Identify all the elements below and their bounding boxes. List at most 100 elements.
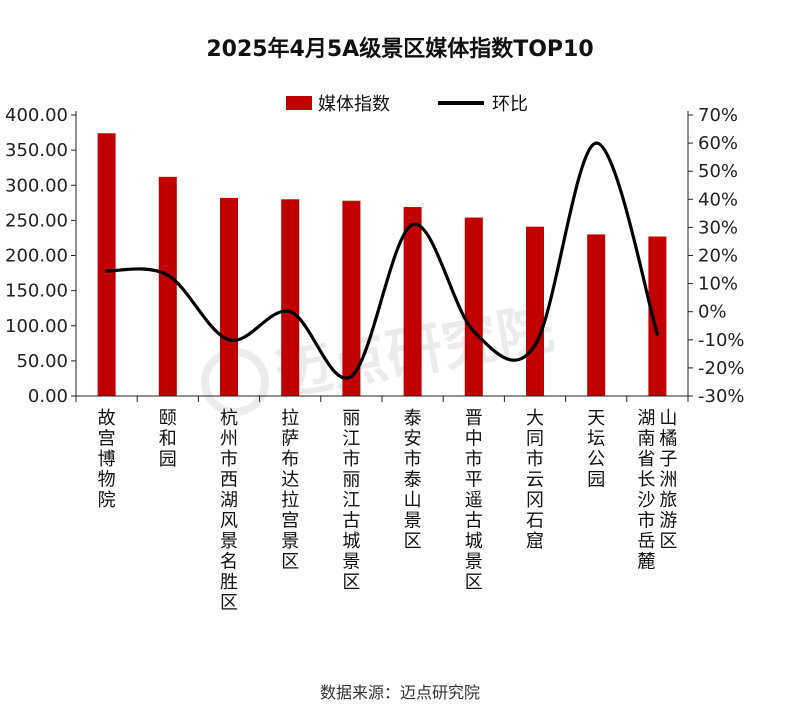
line-point-7: [472, 329, 476, 333]
category-label-char: 坛: [587, 429, 605, 450]
bar-7: [464, 217, 483, 396]
category-label-char: 冈: [526, 490, 544, 511]
right-tick-label: 0%: [698, 302, 727, 323]
left-tick-label: 250.00: [5, 210, 68, 231]
category-label-char: 省: [637, 449, 655, 470]
category-label-char: 园: [587, 470, 605, 491]
category-label-char: 平: [465, 470, 483, 491]
category-label-char: 市: [404, 449, 422, 470]
category-label-char: 山: [659, 408, 677, 429]
right-tick-label: 20%: [698, 246, 738, 267]
category-label-char: 江: [342, 490, 360, 511]
category-label-char: 西: [220, 470, 238, 491]
bar-1: [97, 133, 116, 396]
watermark: 迈点研究院: [201, 296, 558, 416]
left-tick-label: 50.00: [16, 351, 68, 372]
category-label-char: 区: [220, 593, 238, 614]
line-point-3: [227, 338, 231, 342]
category-label-char: 南: [637, 429, 655, 450]
category-label-char: 宫: [281, 511, 299, 532]
right-tick-label: -30%: [698, 386, 745, 407]
bar-5: [342, 200, 361, 396]
line-point-2: [166, 273, 170, 277]
category-label-char: 物: [98, 470, 116, 491]
category-label-char: 景: [404, 511, 422, 532]
category-label-char: 古: [465, 511, 483, 532]
category-label-char: 区: [342, 572, 360, 593]
bar-2: [158, 176, 177, 396]
category-label-char: 园: [159, 449, 177, 470]
category-label-char: 城: [342, 531, 360, 552]
category-label-char: 子: [659, 449, 677, 470]
category-label-char: 麓: [637, 552, 655, 573]
category-label-char: 景: [220, 531, 238, 552]
category-label-char: 景: [465, 552, 483, 573]
category-label-char: 院: [98, 490, 116, 511]
line-path: [106, 141, 659, 380]
legend-label-line: 环比: [492, 94, 528, 115]
category-label-char: 古: [342, 511, 360, 532]
bar-3: [220, 197, 238, 396]
right-axis: -30% -20% -10% 0% 10% 20% 30% 40% 50% 60% 70%: [687, 105, 745, 407]
left-tick-label: 350.00: [5, 140, 68, 161]
right-tick-label: 50%: [698, 161, 738, 182]
category-label-char: 长: [637, 470, 655, 491]
category-label-char: 宫: [98, 429, 116, 450]
legend-swatch-bar: [286, 96, 312, 110]
right-tick-label: 30%: [698, 217, 738, 238]
category-label-char: 中: [465, 429, 483, 450]
line-series: [105, 141, 660, 380]
right-tick-label: 70%: [698, 105, 738, 126]
left-tick-label: 150.00: [5, 281, 68, 302]
line-point-8: [533, 343, 537, 348]
category-label-char: 遥: [465, 490, 483, 511]
category-label-char: 市: [465, 449, 483, 470]
left-tick-label: 100.00: [5, 316, 68, 337]
category-label-char: 博: [98, 449, 116, 470]
category-label-char: 州: [220, 429, 238, 450]
bar-4: [281, 199, 300, 396]
line-point-4: [288, 310, 292, 314]
category-label-char: 天: [587, 408, 605, 429]
left-tick-label: 300.00: [5, 175, 68, 196]
category-label-char: 洲: [659, 470, 677, 491]
category-label-2: 颐和园: [159, 408, 177, 470]
category-label-char: 杭: [220, 408, 238, 429]
category-label-char: 市: [526, 449, 544, 470]
category-label-char: 区: [659, 531, 677, 552]
category-label-char: 景: [281, 531, 299, 552]
category-label-char: 山: [404, 490, 422, 511]
category-label-char: 泰: [404, 470, 422, 491]
category-label-char: 区: [281, 552, 299, 573]
category-label-char: 岳: [637, 531, 655, 552]
category-label-char: 萨: [281, 429, 299, 450]
category-label-char: 风: [220, 511, 238, 532]
category-label-char: 名: [220, 552, 238, 573]
category-label-char: 故: [98, 408, 116, 429]
bar-8: [526, 226, 544, 396]
category-label-char: 城: [465, 531, 483, 552]
category-label-char: 和: [159, 429, 177, 450]
category-label-char: 区: [404, 531, 422, 552]
category-label-char: 达: [281, 470, 299, 491]
bar-9: [587, 234, 606, 396]
left-tick-label: 200.00: [5, 246, 68, 267]
category-label-char: 公: [587, 449, 605, 470]
line-point-6: [411, 222, 415, 227]
category-label-char: 晋: [465, 408, 483, 429]
right-tick-label: -10%: [698, 330, 745, 351]
right-tick-label: 40%: [698, 189, 738, 210]
category-label-char: 拉: [281, 490, 299, 511]
category-label-char: 胜: [220, 572, 238, 593]
line-point-10: [655, 332, 660, 336]
line-point-9: [594, 141, 598, 145]
category-label-char: 旅: [659, 490, 677, 511]
category-label-char: 区: [465, 572, 483, 593]
legend-label-bar: 媒体指数: [318, 94, 390, 115]
